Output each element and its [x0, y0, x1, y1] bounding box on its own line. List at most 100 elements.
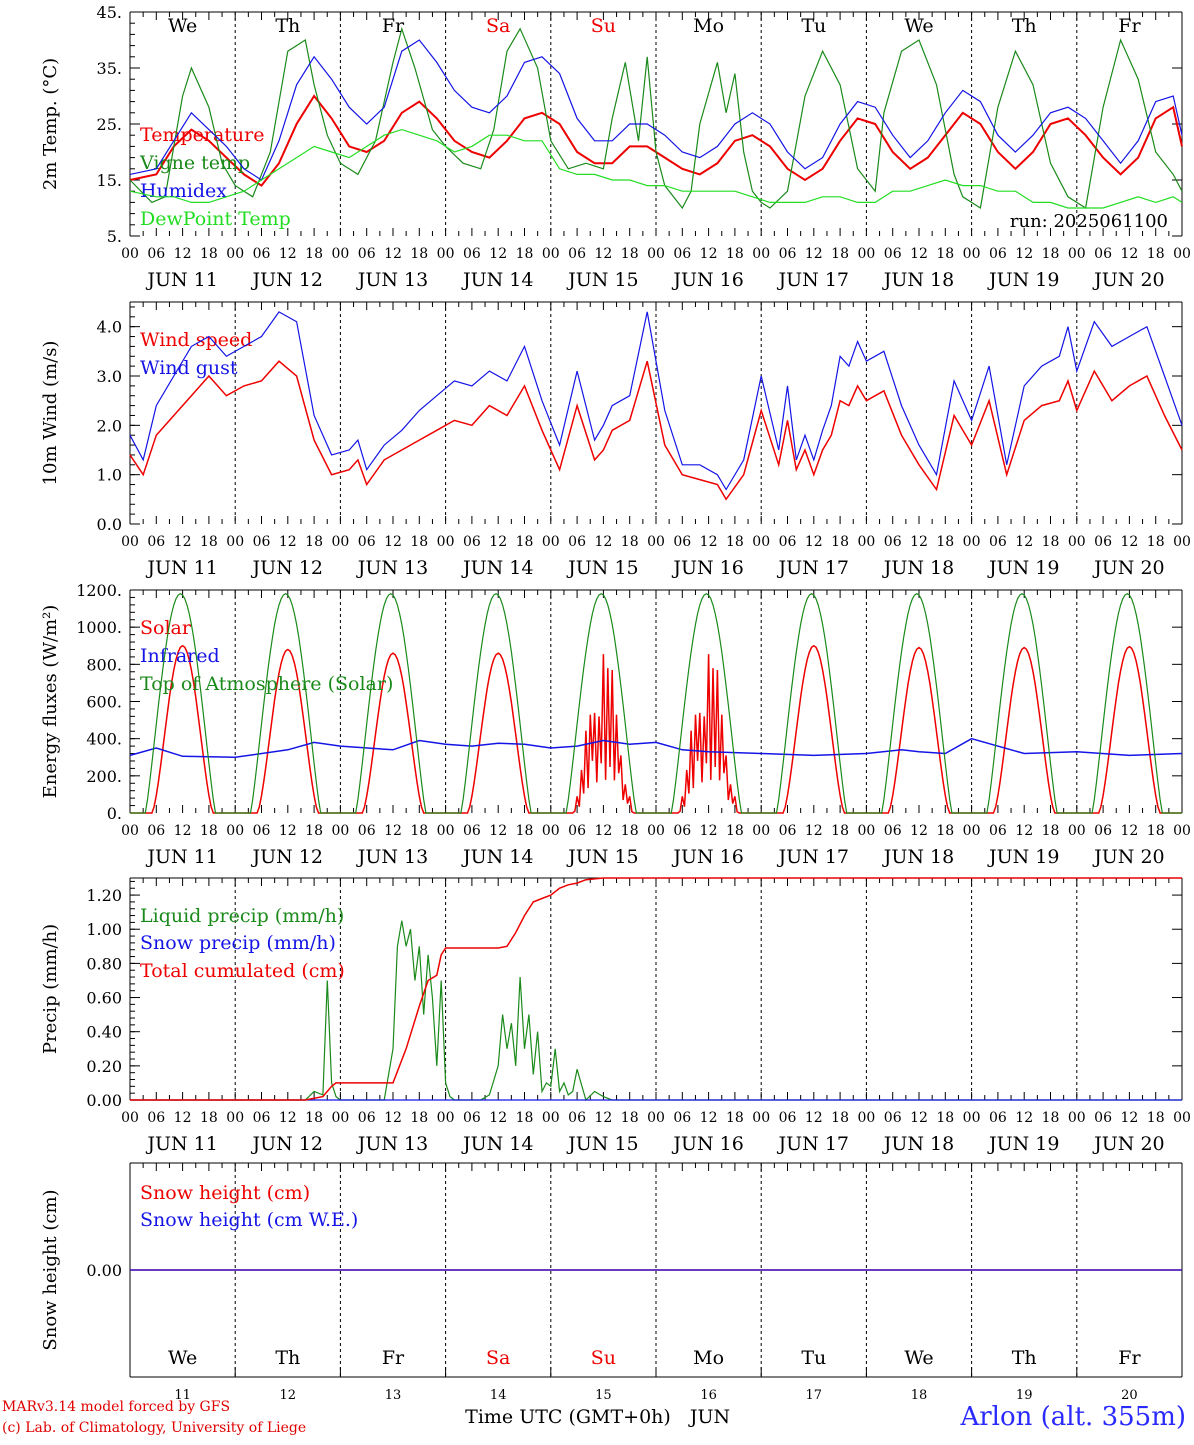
y-tick-label: 25. — [97, 115, 122, 134]
x-axis-title: Time UTC (GMT+0h) — [465, 1406, 671, 1428]
weekday-label: Mo — [693, 15, 724, 37]
x-date-label: JUN 17 — [777, 846, 849, 868]
x-hour-label: 18 — [1042, 246, 1060, 262]
legend-solar: Solar — [140, 617, 192, 639]
x-hour-label: 06 — [779, 1110, 797, 1126]
y-axis-title: 2m Temp. (°C) — [40, 58, 61, 190]
x-hour-label: 00 — [752, 823, 770, 839]
x-hour-label: 12 — [1015, 1110, 1033, 1126]
series-line-humidex — [129, 39, 1183, 181]
x-hour-label: 00 — [542, 823, 560, 839]
x-hour-label: 06 — [147, 823, 165, 839]
x-hour-label: 06 — [884, 823, 902, 839]
y-tick-label: 0.80 — [86, 954, 122, 973]
x-day-number: 16 — [700, 1388, 717, 1403]
legend-dewpoint-temp: DewPoint Temp — [140, 208, 291, 230]
x-hour-label: 00 — [542, 246, 560, 262]
x-hour-label: 06 — [989, 823, 1007, 839]
x-date-label: JUN 17 — [777, 557, 849, 579]
x-hour-label: 18 — [410, 246, 428, 262]
x-hour-label: 00 — [1173, 1110, 1191, 1126]
y-tick-label: 0.0 — [97, 515, 122, 534]
x-hour-label: 12 — [279, 246, 297, 262]
x-day-number: 17 — [806, 1388, 823, 1403]
x-hour-label: 12 — [1015, 823, 1033, 839]
x-hour-label: 12 — [384, 1110, 402, 1126]
x-date-label: JUN 19 — [987, 1133, 1059, 1155]
y-tick-label: 400. — [86, 730, 122, 749]
x-hour-label: 00 — [647, 246, 665, 262]
x-day-number: 12 — [280, 1388, 297, 1403]
x-date-label: JUN 19 — [987, 846, 1059, 868]
x-hour-label: 18 — [1042, 823, 1060, 839]
x-hour-label: 18 — [621, 1110, 639, 1126]
x-hour-label: 12 — [700, 534, 718, 550]
x-date-label: JUN 11 — [145, 1133, 217, 1155]
x-hour-label: 12 — [700, 246, 718, 262]
series-line-wind-speed — [129, 360, 1183, 501]
weekday-label: Th — [275, 15, 300, 37]
x-hour-label: 18 — [305, 1110, 323, 1126]
x-date-label: JUN 13 — [356, 557, 428, 579]
x-hour-label: 12 — [279, 1110, 297, 1126]
x-hour-label: 18 — [200, 823, 218, 839]
x-hour-label: 06 — [463, 823, 481, 839]
credit-line-2: (c) Lab. of Climatology, University of L… — [2, 1420, 307, 1436]
x-hour-label: 18 — [1042, 534, 1060, 550]
y-tick-label: 45. — [97, 3, 122, 22]
x-hour-label: 06 — [673, 246, 691, 262]
x-day-number: 13 — [385, 1388, 402, 1403]
x-hour-label: 00 — [1068, 1110, 1086, 1126]
weekday-label: Fr — [382, 15, 405, 37]
x-date-label: JUN 17 — [777, 1133, 849, 1155]
x-axis-month: JUN — [688, 1406, 730, 1428]
y-tick-label: 2.0 — [97, 416, 122, 435]
x-date-label: JUN 19 — [987, 269, 1059, 291]
x-hour-label: 06 — [463, 246, 481, 262]
x-hour-label: 00 — [647, 534, 665, 550]
weekday-label: We — [904, 15, 933, 37]
x-hour-label: 06 — [463, 1110, 481, 1126]
y-axis-title: Snow height (cm) — [40, 1189, 61, 1350]
x-hour-label: 00 — [963, 246, 981, 262]
x-hour-label: 06 — [884, 1110, 902, 1126]
y-tick-label: 3.0 — [97, 367, 122, 386]
y-tick-label: 15. — [97, 171, 122, 190]
legend-total-cumulated-cm-: Total cumulated (cm) — [140, 960, 345, 982]
x-date-label: JUN 18 — [882, 1133, 954, 1155]
y-tick-label: 1.0 — [97, 466, 122, 485]
x-hour-label: 00 — [1068, 246, 1086, 262]
y-tick-label: 200. — [86, 767, 122, 786]
x-hour-label: 06 — [1094, 534, 1112, 550]
y-tick-label: 4.0 — [97, 318, 122, 337]
weekday-label: Th — [1012, 1347, 1037, 1369]
x-hour-label: 18 — [726, 1110, 744, 1126]
x-hour-label: 12 — [279, 823, 297, 839]
x-date-label: JUN 11 — [145, 846, 217, 868]
x-date-label: JUN 20 — [1092, 1133, 1164, 1155]
y-tick-label: 800. — [86, 655, 122, 674]
x-day-number: 18 — [911, 1388, 928, 1403]
x-hour-label: 18 — [410, 823, 428, 839]
weekday-label: Mo — [693, 1347, 724, 1369]
x-date-label: JUN 14 — [461, 269, 533, 291]
legend-snow-precip-mm-h-: Snow precip (mm/h) — [140, 932, 336, 954]
x-hour-label: 12 — [805, 1110, 823, 1126]
x-hour-label: 00 — [963, 823, 981, 839]
series-line-temperature — [129, 94, 1183, 187]
legend-wind-speed: Wind speed — [140, 329, 252, 351]
x-hour-label: 00 — [542, 534, 560, 550]
y-tick-label: 35. — [97, 59, 122, 78]
x-hour-label: 18 — [936, 534, 954, 550]
x-hour-label: 18 — [831, 1110, 849, 1126]
x-hour-label: 12 — [594, 246, 612, 262]
x-hour-label: 18 — [831, 246, 849, 262]
weekday-label: Th — [275, 1347, 300, 1369]
x-hour-label: 00 — [963, 534, 981, 550]
x-hour-label: 06 — [358, 534, 376, 550]
weekday-label: Th — [1012, 15, 1037, 37]
x-hour-label: 00 — [857, 1110, 875, 1126]
x-hour-label: 00 — [226, 1110, 244, 1126]
